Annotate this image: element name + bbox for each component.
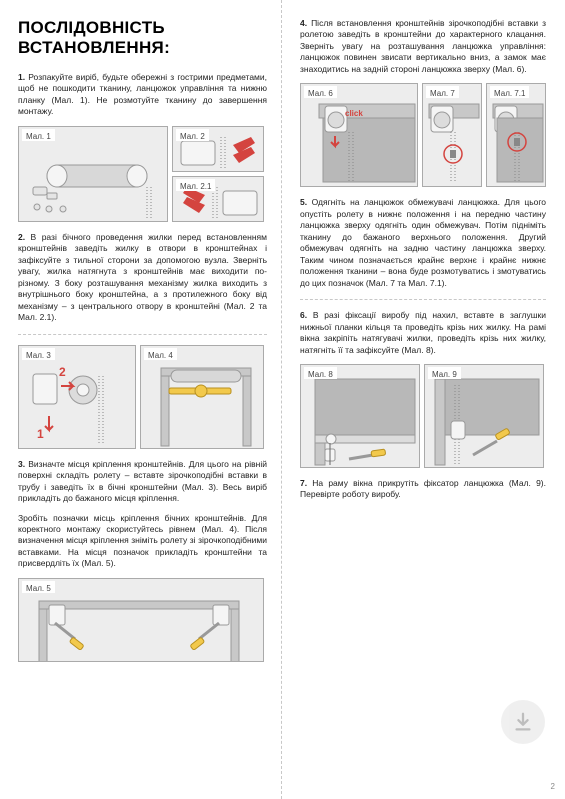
paragraph-5: 5. Одягніть на ланцюжок обмежувачі ланцю… xyxy=(300,197,546,289)
figure-7-1: Мал. 7.1 xyxy=(486,83,546,187)
figure-7-1-label: Мал. 7.1 xyxy=(490,86,529,98)
paragraph-1: 1. Розпакуйте виріб, будьте обережні з г… xyxy=(18,72,267,118)
figure-1-label: Мал. 1 xyxy=(22,129,55,141)
figure-2: Мал. 2 xyxy=(172,126,264,172)
divider-right-1 xyxy=(300,299,546,300)
page-title: ПОСЛІДОВНІСТЬ ВСТАНОВЛЕННЯ: xyxy=(18,18,267,58)
figure-row-6-7: Мал. 6 click Мал. 7 xyxy=(300,83,546,187)
figure-2-label: Мал. 2 xyxy=(176,129,209,141)
figure-8-label: Мал. 8 xyxy=(304,367,337,379)
figure-9: Мал. 9 xyxy=(424,364,544,468)
figure-2-1-label: Мал. 2.1 xyxy=(176,179,215,191)
paragraph-3a: 3. Визначте місця кріплення кронштейнів.… xyxy=(18,459,267,505)
svg-text:click: click xyxy=(345,109,363,118)
right-column: 4. Після встановлення кронштейнів зірочк… xyxy=(282,0,564,799)
figure-7-label: Мал. 7 xyxy=(426,86,459,98)
figure-row-3-4: Мал. 3 2 1 xyxy=(18,345,267,449)
svg-text:1: 1 xyxy=(37,427,44,441)
figure-7: Мал. 7 xyxy=(422,83,482,187)
figure-5-label: Мал. 5 xyxy=(22,581,55,593)
figure-3-label: Мал. 3 xyxy=(22,348,55,360)
paragraph-3b: Зробіть позначки місць кріплення бічних … xyxy=(18,513,267,570)
paragraph-6: 6. В разі фіксації виробу під нахил, вст… xyxy=(300,310,546,356)
figure-2-1: Мал. 2.1 xyxy=(172,176,264,222)
figure-5: Мал. 5 xyxy=(18,578,264,662)
watermark-icon xyxy=(501,700,545,744)
figure-4: Мал. 4 xyxy=(140,345,264,449)
svg-text:2: 2 xyxy=(59,365,66,379)
figure-4-label: Мал. 4 xyxy=(144,348,177,360)
page-number: 2 xyxy=(551,782,555,791)
paragraph-2: 2. В разі бічного проведення жилки перед… xyxy=(18,232,267,324)
left-column: ПОСЛІДОВНІСТЬ ВСТАНОВЛЕННЯ: 1. Розпакуйт… xyxy=(0,0,282,799)
figure-row-5: Мал. 5 xyxy=(18,578,267,662)
figure-3: Мал. 3 2 1 xyxy=(18,345,136,449)
figure-6-label: Мал. 6 xyxy=(304,86,337,98)
paragraph-4: 4. Після встановлення кронштейнів зірочк… xyxy=(300,18,546,75)
divider-left-1 xyxy=(18,334,267,335)
figure-9-label: Мал. 9 xyxy=(428,367,461,379)
paragraph-7: 7. На раму вікна прикрутіть фіксатор лан… xyxy=(300,478,546,501)
figure-row-8-9: Мал. 8 Мал. 9 xyxy=(300,364,546,468)
figure-row-1-2: Мал. 1 xyxy=(18,126,267,222)
figure-6: Мал. 6 click xyxy=(300,83,418,187)
figure-1: Мал. 1 xyxy=(18,126,168,222)
figure-8: Мал. 8 xyxy=(300,364,420,468)
